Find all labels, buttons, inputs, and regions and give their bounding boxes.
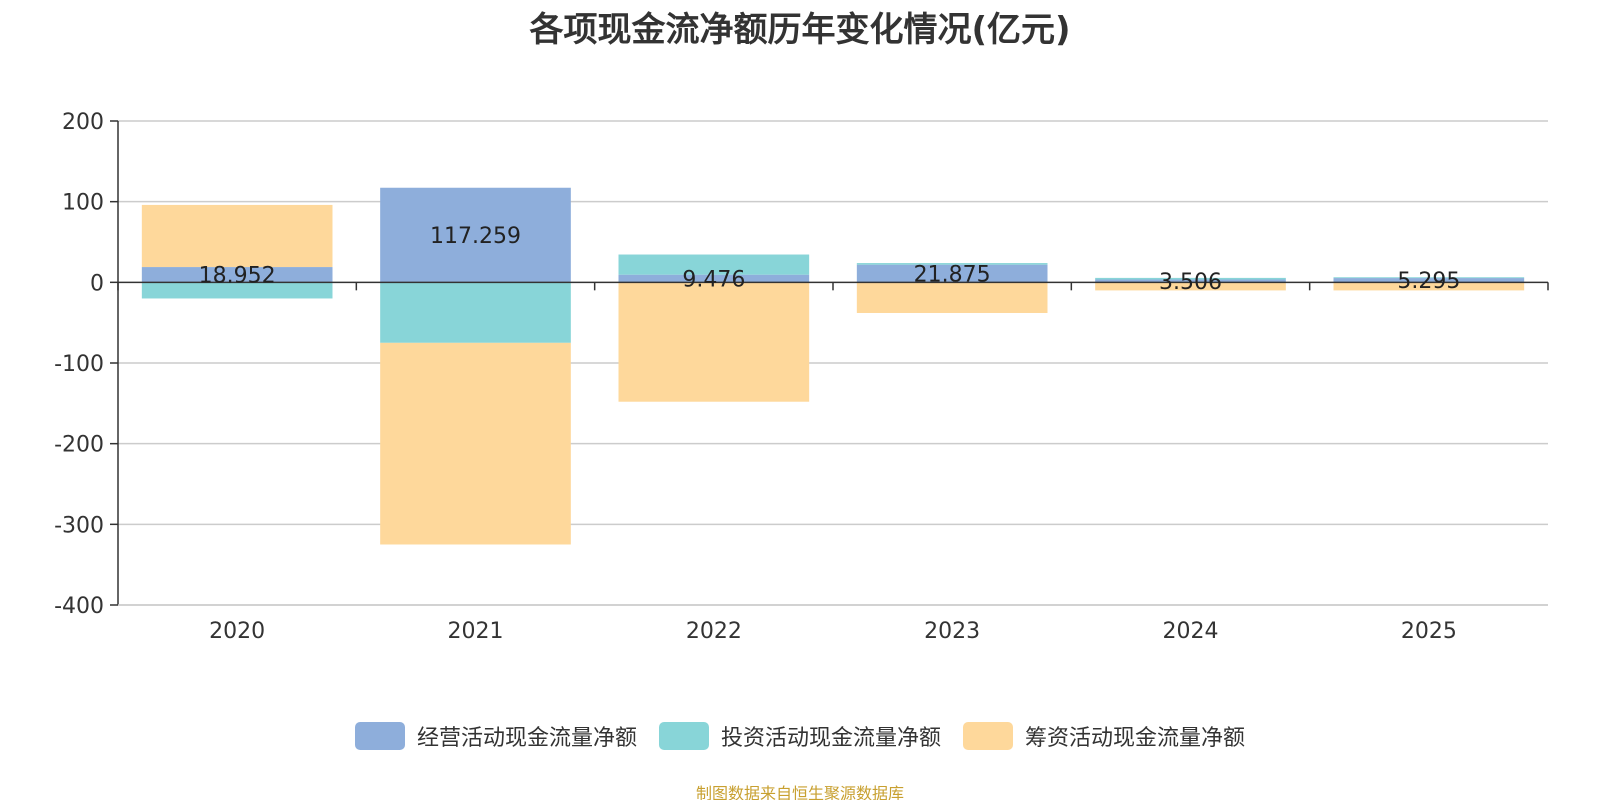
bar-series-2-2023: [856, 282, 1048, 313]
bar-series-1-2021: [380, 282, 571, 343]
legend-swatch: [963, 722, 1013, 750]
x-tick-label: 2022: [686, 619, 742, 644]
bar-series-0-2022: [618, 274, 810, 283]
labels-layer: 18.952 117.259 9.476 21.875 3.506 5.295 2020 20…: [199, 224, 1461, 644]
y-tick-label: -300: [54, 513, 104, 538]
y-tick-label: -400: [54, 594, 104, 619]
bar-series-1-2024: [1095, 277, 1286, 280]
x-tick-label: 2021: [448, 619, 504, 644]
y-tick-label: -200: [54, 433, 104, 458]
data-label: 21.875: [914, 263, 991, 288]
legend-label: 投资活动现金流量净额: [720, 726, 941, 751]
y-tick-label: 200: [62, 110, 104, 135]
bar-series-0-2023: [856, 264, 1048, 283]
x-tick-label: 2023: [924, 619, 980, 644]
bar-series-0-2024: [1095, 279, 1286, 283]
bar-series-1-2023: [856, 263, 1048, 265]
bars-layer: [141, 187, 1525, 545]
bar-series-2-2022: [618, 282, 810, 402]
data-label: 9.476: [682, 268, 745, 293]
legend: 经营活动现金流量净额 投资活动现金流量净额 筹资活动现金流量净额: [0, 720, 1600, 752]
bar-series-0-2021: [380, 187, 571, 283]
legend-label: 筹资活动现金流量净额: [1025, 726, 1246, 751]
legend-item[interactable]: 经营活动现金流量净额: [354, 720, 637, 752]
axis-layer: 200 100 0 -100 -200 -300 -400: [54, 110, 1549, 619]
legend-swatch: [354, 722, 405, 750]
grid-layer: [118, 120, 1548, 606]
legend-item[interactable]: 筹资活动现金流量净额: [963, 720, 1245, 752]
legend-swatch: [658, 722, 709, 750]
x-tick-label: 2020: [209, 619, 265, 644]
legend-item[interactable]: 投资活动现金流量净额: [658, 720, 941, 752]
bar-series-2-2025: [1333, 282, 1525, 291]
y-tick-label: 0: [90, 271, 104, 296]
bar-series-1-2022: [618, 254, 810, 275]
bar-series-0-2025: [1333, 278, 1525, 283]
bar-series-2-2024: [1095, 282, 1286, 291]
data-label: 117.259: [430, 224, 521, 249]
chart-svg: 200 100 0 -100 -200 -300 -400 18.952 117.259 9.4…: [54, 110, 1549, 644]
y-tick-label: -100: [54, 352, 104, 377]
bar-series-2-2021: [380, 342, 571, 545]
bar-series-1-2025: [1333, 277, 1525, 279]
x-tick-label: 2024: [1163, 619, 1219, 644]
data-label: 18.952: [199, 264, 276, 289]
data-label: 3.506: [1159, 270, 1222, 295]
bar-series-2-2020: [141, 204, 333, 268]
bar-series-1-2020: [141, 282, 333, 299]
chart-title: 各项现金流净额历年变化情况(亿元): [529, 10, 1071, 50]
x-tick-label: 2025: [1401, 619, 1457, 644]
legend-label: 经营活动现金流量净额: [416, 726, 637, 751]
data-label: 5.295: [1397, 269, 1460, 294]
bar-series-0-2020: [141, 267, 333, 283]
y-tick-label: 100: [62, 191, 104, 216]
source-note: 制图数据来自恒生聚源数据库: [695, 784, 904, 800]
